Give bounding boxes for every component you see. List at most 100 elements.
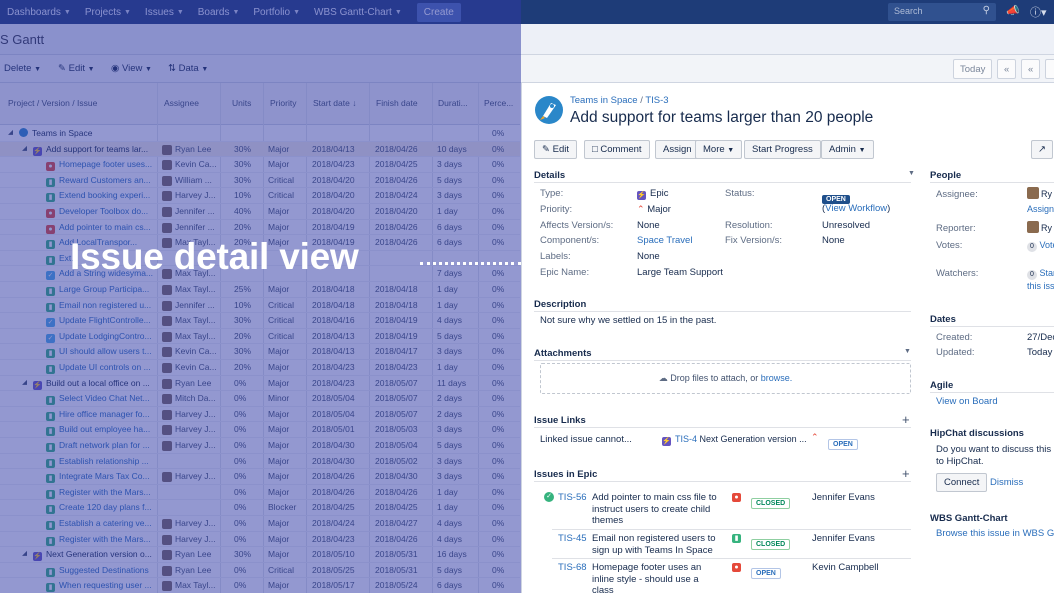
nav-item[interactable]: Issues ▼ [138, 0, 191, 24]
table-row[interactable]: ▮ Establish a catering ve... Harvey J... 0%… [0, 516, 520, 532]
table-row[interactable]: ▮ Hire office manager fo... Harvey J... 0% M… [0, 407, 520, 423]
breadcrumb-project[interactable]: Teams in Space [570, 95, 638, 106]
issue-cell[interactable]: ⚡ Add support for teams lar... [33, 144, 155, 156]
issue-cell[interactable]: ▮ When requesting user ... [46, 580, 155, 593]
help-icon[interactable]: ⓘ▾ [1030, 7, 1047, 19]
col-finish-date[interactable]: Finish date [376, 98, 418, 108]
linked-issue[interactable]: ⚡ TIS-4 Next Generation version ... [662, 434, 807, 446]
table-row[interactable]: ▮ Integrate Mars Tax Co... Harvey J... 0% Ma… [0, 469, 520, 485]
view-menu[interactable]: ◉ View ▼ [111, 63, 152, 74]
expand-toggle-icon[interactable]: ◢ [22, 144, 28, 152]
issue-title[interactable]: Add support for teams larger than 20 peo… [570, 109, 874, 126]
issue-cell[interactable]: ▮ Hire office manager fo... [46, 409, 155, 421]
issue-cell[interactable]: ▮ Large Group Participa... [46, 284, 155, 296]
attachments-options-icon[interactable]: ▼ [904, 348, 911, 355]
issue-cell[interactable]: ● Homepage footer uses... [46, 159, 155, 172]
view-workflow[interactable]: (View Workflow) [822, 203, 891, 214]
collapse-icon[interactable]: ▼ [908, 170, 915, 177]
expand-toggle-icon[interactable]: ◢ [22, 378, 28, 386]
nav-item[interactable]: Portfolio ▼ [246, 0, 307, 24]
watchers[interactable]: 0 Star [1027, 268, 1054, 280]
description-text[interactable]: Not sure why we settled on 15 in the pas… [540, 315, 717, 326]
view-on-board-link[interactable]: View on Board [936, 396, 998, 407]
share-button[interactable]: ↗ [1031, 140, 1053, 159]
table-row[interactable]: ✓ Update FlightControlle... Max Tayl... 30%… [0, 313, 520, 329]
table-row[interactable]: ▮ Update UI controls on ... Kevin Ca... 20%… [0, 360, 520, 376]
nav-item[interactable]: WBS Gantt-Chart ▼ [307, 0, 409, 24]
table-row[interactable]: ✓ Update LodgingContro... Max Tayl... 20% Cr… [0, 329, 520, 345]
issue-cell[interactable]: ▮ Establish relationship ... [46, 456, 155, 468]
browse-link[interactable]: browse. [760, 373, 793, 383]
votes[interactable]: 0 Vote [1027, 240, 1054, 252]
linked-issue-key[interactable]: TIS-4 [675, 434, 698, 444]
today-button[interactable]: Today [953, 59, 993, 79]
epic-row[interactable]: ◢ ⚡ Next Generation version o... Ryan Lee 30… [0, 547, 520, 563]
dismiss-link[interactable]: Dismiss [990, 477, 1024, 488]
issue-cell[interactable]: ▮ Extend booking experi... [46, 190, 155, 203]
table-row[interactable]: ● Add pointer to main cs... Jennifer ... 20… [0, 220, 520, 236]
expand-toggle-icon[interactable]: ◢ [8, 129, 14, 136]
table-row[interactable]: ▮ Establish relationship ... 0% Major 2018/0… [0, 454, 520, 470]
table-row[interactable]: ▮ Create 120 day plans f... 0% Blocker 2018/… [0, 500, 520, 516]
add-epic-issue-icon[interactable]: + [902, 466, 910, 481]
table-row[interactable]: ▮ Draft network plan for ... Harvey J... 0%… [0, 438, 520, 454]
table-row[interactable]: ● Homepage footer uses... Kevin Ca... 30% Ma… [0, 157, 520, 173]
components-value[interactable]: Space Travel [637, 235, 693, 246]
add-link-icon[interactable]: + [902, 412, 910, 427]
delete-menu[interactable]: Delete ▼ [4, 63, 41, 74]
col-units[interactable]: Units [232, 98, 252, 108]
issue-cell[interactable]: ▮ Integrate Mars Tax Co... [46, 471, 155, 484]
nav-item[interactable]: Projects ▼ [78, 0, 138, 24]
expand-toggle-icon[interactable]: ◢ [22, 550, 28, 558]
issue-cell[interactable]: ▮ Register with the Mars... [46, 487, 155, 499]
next-button[interactable] [1045, 59, 1054, 79]
more-button[interactable]: More ▼ [695, 140, 743, 159]
search-input[interactable]: Search ⚲ [888, 3, 996, 21]
edit-menu[interactable]: ✎ Edit ▼ [58, 63, 95, 74]
admin-button[interactable]: Admin ▼ [821, 140, 874, 159]
issue-cell[interactable]: ▮ Suggested Destinations [46, 565, 155, 577]
issue-cell[interactable]: ⚡ Build out a local office on ... [33, 378, 155, 390]
issue-cell[interactable]: Teams in Space [19, 128, 155, 138]
table-row[interactable]: ▮ Select Video Chat Net... Mitch Da... 0% Mi… [0, 391, 520, 407]
epic-row[interactable]: ◢ ⚡ Add support for teams lar... Ryan Lee 30… [0, 141, 520, 158]
issue-cell[interactable]: ⚡ Next Generation version o... [33, 549, 155, 562]
nav-item[interactable]: Boards ▼ [191, 0, 247, 24]
issue-cell[interactable]: ✓ Update FlightControlle... [46, 315, 155, 328]
project-row[interactable]: ◢ Teams in Space 0% [0, 126, 520, 142]
table-row[interactable]: ▮ Build out employee ha... Harvey J... 0% Ma… [0, 422, 520, 438]
issue-cell[interactable]: ▮ Create 120 day plans f... [46, 502, 155, 515]
epic-issue-key[interactable]: TIS-68 [558, 562, 587, 573]
issue-cell[interactable]: ▮ Register with the Mars... [46, 534, 155, 546]
issue-cell[interactable]: ▮ Draft network plan for ... [46, 440, 155, 452]
create-button[interactable]: Create [416, 2, 461, 22]
epic-row[interactable]: ◢ ⚡ Build out a local office on ... Ryan Le… [0, 376, 520, 392]
vote-link[interactable]: Vote [1039, 240, 1054, 250]
attachment-dropzone[interactable]: ☁ Drop files to attach, or browse. [540, 363, 911, 394]
watch-link-2[interactable]: this iss [1027, 281, 1054, 291]
reporter-name[interactable]: Ry [1041, 223, 1052, 233]
prev-fast-button[interactable]: « [997, 59, 1017, 79]
col-issue[interactable]: Project / Version / Issue [8, 98, 98, 108]
issue-cell[interactable]: ● Add pointer to main cs... [46, 222, 155, 234]
col-priority[interactable]: Priority [270, 98, 297, 108]
table-row[interactable]: ● Developer Toolbox do... Jennifer ... 40% M… [0, 204, 520, 220]
epic-issue-key[interactable]: TIS-56 [558, 492, 587, 503]
col-duration[interactable]: Durati... [438, 98, 468, 108]
issue-cell[interactable]: ✓ Update LodgingContro... [46, 331, 155, 343]
issue-cell[interactable]: ▮ Establish a catering ve... [46, 518, 155, 530]
assign-to-me-link[interactable]: Assign [1027, 204, 1054, 214]
wbs-browse-link[interactable]: Browse this issue in WBS Gan [936, 528, 1054, 539]
col-assignee[interactable]: Assignee [164, 98, 199, 108]
issue-cell[interactable]: ● Developer Toolbox do... [46, 206, 155, 218]
issue-cell[interactable]: ▮ UI should allow users t... [46, 346, 155, 359]
table-row[interactable]: ▮ When requesting user ... Max Tayl... 0% Ma… [0, 578, 520, 593]
issue-cell[interactable]: ▮ Email non registered u... [46, 300, 155, 312]
col-start-date[interactable]: Start date ↓ [313, 98, 356, 108]
table-row[interactable]: ▮ Email non registered u... Jennifer ... 10… [0, 298, 520, 314]
issue-cell[interactable]: ▮ Reward Customers an... [46, 175, 155, 187]
notifications-icon[interactable]: 📣 [1006, 5, 1020, 17]
issue-cell[interactable]: ▮ Select Video Chat Net... [46, 393, 155, 406]
nav-item[interactable]: Dashboards ▼ [0, 0, 78, 24]
prev-button[interactable]: « [1021, 59, 1041, 79]
